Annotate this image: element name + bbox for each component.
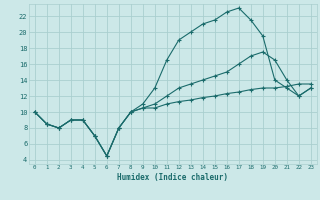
X-axis label: Humidex (Indice chaleur): Humidex (Indice chaleur) [117,173,228,182]
